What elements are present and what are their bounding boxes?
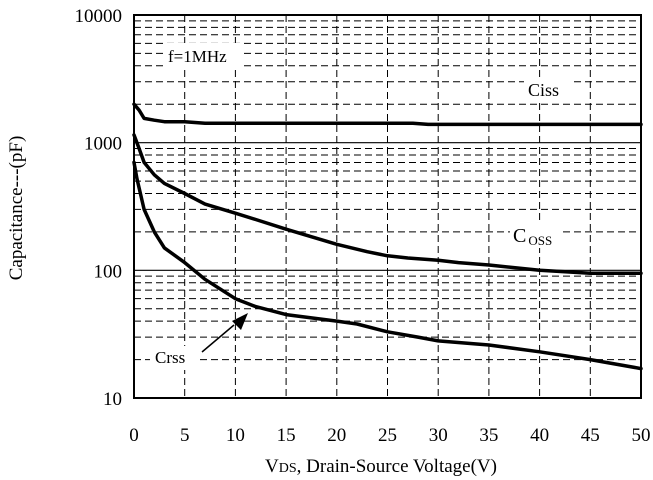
freq-annotation: f=1MHz — [168, 47, 227, 66]
ciss-annotation: Ciss — [528, 80, 559, 100]
series-line-coss — [132, 133, 643, 275]
y-tick-labels: 10 100 1000 10000 — [75, 6, 123, 410]
crss-arrow-shaft — [201, 324, 235, 353]
y-tick-label: 10 — [103, 389, 122, 410]
x-axis-title: VDS, Drain-Source Voltage(V) — [265, 456, 497, 477]
y-tick-label: 1000 — [84, 134, 122, 155]
x-tick-label: 50 — [632, 425, 651, 446]
x-axis-title-subscript: DS — [279, 461, 297, 476]
crss-arrow-head — [232, 313, 248, 330]
series-layer — [132, 102, 643, 371]
x-tick-label: 15 — [277, 425, 296, 446]
series-line-crss — [132, 160, 643, 371]
freq-label-bg — [164, 43, 242, 67]
x-axis-title-prefix: V — [265, 456, 279, 477]
y-axis-title: Capacitance---(pF) — [6, 136, 27, 281]
grid-minor — [134, 15, 641, 398]
crss-annotation: Crss — [155, 348, 185, 367]
coss-annotation-c: C — [513, 225, 526, 247]
series-line-ciss — [132, 102, 643, 127]
coss-label-bg — [510, 222, 560, 248]
x-tick-label: 30 — [429, 425, 448, 446]
x-tick-label: 20 — [327, 425, 346, 446]
coss-annotation: C OSS — [513, 225, 552, 248]
x-tick-label: 35 — [479, 425, 498, 446]
x-tick-labels: 0 5 10 15 20 25 30 35 40 45 50 — [129, 425, 650, 446]
y-tick-label: 10000 — [75, 6, 123, 27]
x-tick-label: 5 — [180, 425, 190, 446]
coss-annotation-sub: OSS — [528, 233, 552, 248]
y-tick-label: 100 — [94, 261, 123, 282]
x-tick-label: 40 — [530, 425, 549, 446]
x-axis-title-rest: , Drain-Source Voltage(V) — [297, 456, 497, 477]
x-tick-label: 10 — [226, 425, 245, 446]
x-tick-label: 0 — [129, 425, 139, 446]
crss-label-bg — [150, 346, 200, 370]
ciss-label-bg — [524, 78, 572, 102]
x-tick-label: 25 — [378, 425, 397, 446]
x-tick-label: 45 — [581, 425, 600, 446]
plot-frame — [133, 14, 642, 399]
